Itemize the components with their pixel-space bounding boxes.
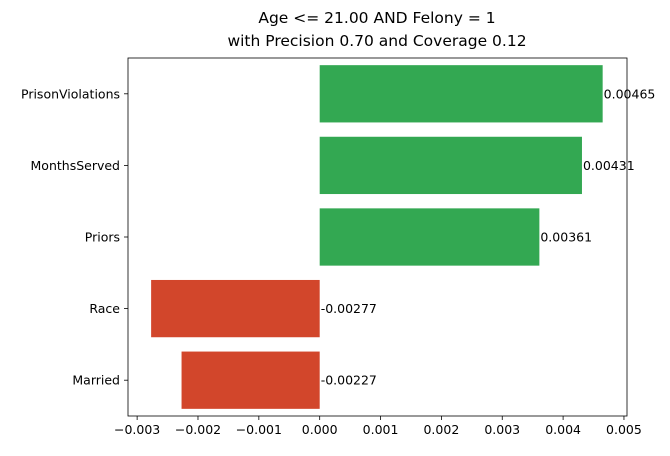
plot-frame [127, 57, 628, 417]
y-tick-label-priors: Priors [85, 230, 120, 245]
x-tick-label: 0.000 [302, 422, 338, 437]
bar-monthsserved [319, 136, 582, 195]
x-tick-label: 0.002 [423, 422, 459, 437]
x-tick-label: 0.001 [363, 422, 399, 437]
bar-priors [319, 208, 540, 266]
x-tick-label: 0.004 [545, 422, 581, 437]
data-label-race: -0.00277 [321, 301, 377, 316]
chart-title-line-1: Age <= 21.00 AND Felony = 1 [258, 9, 495, 27]
x-tick-label: −0.003 [114, 422, 160, 437]
y-tick-label-prisonviolations: PrisonViolations [21, 86, 120, 101]
bar-prisonviolations [319, 65, 603, 123]
bar-married [181, 351, 320, 409]
x-tick-label: 0.003 [484, 422, 520, 437]
x-tick-label: −0.001 [236, 422, 282, 437]
data-label-married: -0.00227 [321, 373, 377, 388]
y-tick-label-race: Race [89, 301, 120, 316]
y-tick-label-monthsserved: MonthsServed [31, 158, 120, 173]
data-label-monthsserved: 0.00431 [583, 158, 635, 173]
x-tick-label: −0.002 [175, 422, 221, 437]
bar-race [151, 279, 320, 338]
chart-title-line-2: with Precision 0.70 and Coverage 0.12 [227, 32, 526, 50]
y-tick-label-married: Married [72, 373, 120, 388]
data-label-prisonviolations: 0.00465 [604, 86, 656, 101]
plot-area: 0.00465 PrisonViolations 0.00431 MonthsServ… [21, 57, 656, 437]
data-label-priors: 0.00361 [540, 230, 592, 245]
x-tick-label: 0.005 [606, 422, 642, 437]
